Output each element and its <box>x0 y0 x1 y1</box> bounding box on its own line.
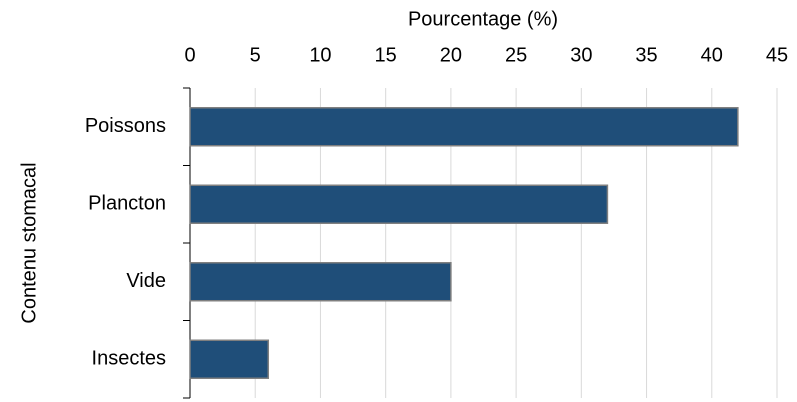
x-tick-label: 45 <box>766 44 788 66</box>
x-axis-title: Pourcentage (%) <box>408 8 558 30</box>
y-axis-title: Contenu stomacal <box>18 162 40 323</box>
x-tick-label: 10 <box>309 44 331 66</box>
x-tick-label: 25 <box>505 44 527 66</box>
x-tick-label: 20 <box>440 44 462 66</box>
x-tick-label: 15 <box>375 44 397 66</box>
x-tick-label: 0 <box>184 44 195 66</box>
bar <box>189 107 739 147</box>
bar <box>189 339 270 379</box>
y-tick-label: Plancton <box>88 193 166 215</box>
bar <box>189 184 609 224</box>
y-tick-label: Vide <box>126 270 166 292</box>
x-tick-label: 30 <box>570 44 592 66</box>
bar <box>189 262 452 302</box>
y-tick-label: Insectes <box>92 348 166 370</box>
x-tick-label: 5 <box>250 44 261 66</box>
x-tick-label: 35 <box>635 44 657 66</box>
y-tick-label: Poissons <box>85 115 166 137</box>
x-tick-label: 40 <box>701 44 723 66</box>
